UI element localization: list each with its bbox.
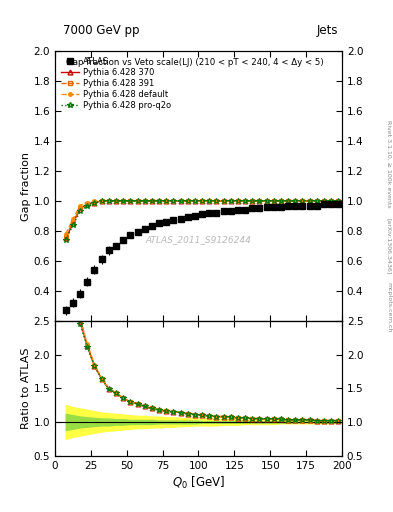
Text: mcplots.cern.ch: mcplots.cern.ch [386, 282, 391, 332]
Y-axis label: Ratio to ATLAS: Ratio to ATLAS [21, 348, 31, 429]
Legend: ATLAS, Pythia 6.428 370, Pythia 6.428 391, Pythia 6.428 default, Pythia 6.428 pr: ATLAS, Pythia 6.428 370, Pythia 6.428 39… [57, 54, 174, 114]
Text: 7000 GeV pp: 7000 GeV pp [63, 24, 140, 37]
Text: [arXiv:1306.3436]: [arXiv:1306.3436] [386, 218, 391, 274]
X-axis label: $Q_0$ [GeV]: $Q_0$ [GeV] [172, 475, 225, 491]
Y-axis label: Gap fraction: Gap fraction [21, 152, 31, 221]
Text: Jets: Jets [316, 24, 338, 37]
Text: Rivet 3.1.10, ≥ 100k events: Rivet 3.1.10, ≥ 100k events [386, 120, 391, 208]
Text: ATLAS_2011_S9126244: ATLAS_2011_S9126244 [145, 236, 252, 244]
Text: Gap fraction vs Veto scale(LJ) (210 < pT < 240, 4 < Δy < 5): Gap fraction vs Veto scale(LJ) (210 < pT… [66, 58, 324, 67]
